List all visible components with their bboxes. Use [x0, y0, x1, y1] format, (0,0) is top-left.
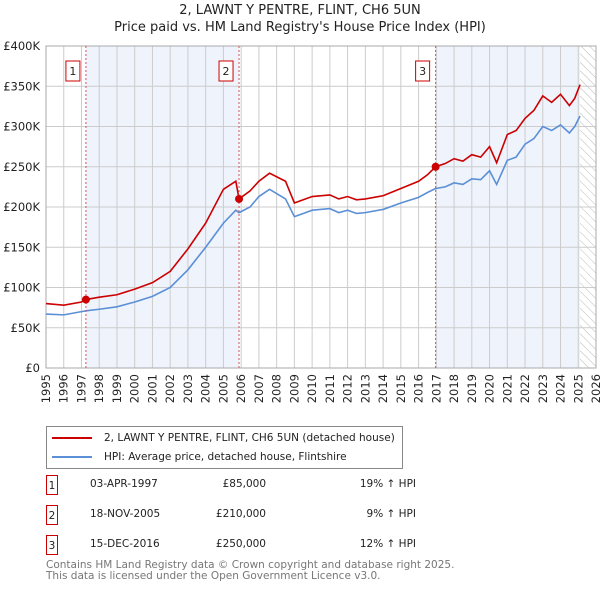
sale-label-box: [415, 60, 431, 82]
sale-date: 18-NOV-2005: [90, 508, 161, 520]
footer: Contains HM Land Registry data © Crown c…: [46, 560, 454, 582]
x-tick-label: 1995: [39, 374, 53, 403]
y-tick-label: £150K: [3, 240, 40, 254]
sale-date: 15-DEC-2016: [90, 538, 160, 550]
sale-price: £85,000: [222, 478, 266, 490]
legend-red-line: [52, 437, 92, 439]
x-tick-label: 2017: [429, 374, 443, 403]
sale-marker-box: 1: [46, 475, 58, 495]
x-tick-label: 2002: [163, 374, 177, 403]
sale-marker-box: 2: [46, 505, 58, 525]
sale-hpi-diff: 9% ↑ HPI: [366, 508, 416, 520]
legend-label-hpi: HPI: Average price, detached house, Flin…: [104, 451, 347, 463]
x-tick-label: 2018: [447, 374, 461, 403]
sale-label: 3: [419, 65, 426, 78]
plot-frame: [45, 45, 597, 369]
x-tick-label: 1998: [92, 374, 106, 403]
x-tick-label: 1996: [57, 374, 71, 403]
x-tick-label: 2001: [145, 374, 159, 403]
legend-label-property: 2, LAWNT Y PENTRE, FLINT, CH6 5UN (detac…: [104, 432, 395, 444]
x-tick-label: 2006: [234, 374, 248, 403]
x-tick-label: 2024: [554, 374, 568, 403]
x-tick-label: 2025: [571, 374, 585, 403]
x-tick-label: 2003: [181, 374, 195, 403]
x-tick-label: 2014: [376, 374, 390, 403]
sale-point: [431, 162, 440, 171]
y-tick-label: £350K: [3, 79, 40, 93]
y-tick-label: £250K: [3, 160, 40, 174]
x-tick-label: 2004: [199, 374, 213, 403]
x-tick-label: 2019: [465, 374, 479, 403]
y-tick-label: £300K: [3, 120, 40, 134]
sale-price: £210,000: [215, 508, 266, 520]
y-tick-label: £200K: [3, 200, 40, 214]
sale-label-box: [65, 60, 81, 82]
sale-point: [81, 295, 90, 304]
chart-title: 2, LAWNT Y PENTRE, FLINT, CH6 5UN: [179, 3, 421, 18]
sale-date: 03-APR-1997: [90, 478, 158, 490]
sale-label-box: [218, 60, 234, 82]
sale-label: 2: [223, 65, 230, 78]
x-tick-label: 2016: [412, 374, 426, 403]
x-tick-label: 1997: [74, 374, 88, 403]
x-tick-label: 2009: [287, 374, 301, 403]
chart: 1995 1996 1997 1998 1999 2000 2001 2002 2003 2004…: [3, 39, 600, 403]
y-tick-label: £0: [25, 361, 40, 375]
sale-row: 1 03-APR-1997 £85,000 19% ↑ HPI: [46, 475, 446, 495]
x-tick-label: 1999: [110, 374, 124, 403]
x-tick-label: 2023: [536, 374, 550, 403]
sale-marker-box: 3: [46, 535, 58, 555]
x-tick-label: 2000: [128, 374, 142, 403]
sale-hpi-diff: 19% ↑ HPI: [359, 478, 416, 490]
x-tick-label: 2012: [341, 374, 355, 403]
x-tick-label: 2021: [500, 374, 514, 403]
y-tick-label: £50K: [11, 321, 41, 335]
sale-row: 3 15-DEC-2016 £250,000 12% ↑ HPI: [46, 535, 446, 555]
x-tick-label: 2005: [216, 374, 230, 403]
footer-line1: Contains HM Land Registry data © Crown c…: [46, 559, 455, 571]
x-tick-label: 2011: [323, 374, 337, 403]
y-tick-label: £400K: [3, 39, 40, 53]
chart-subtitle: Price paid vs. HM Land Registry's House …: [114, 20, 486, 35]
x-tick-label: 2007: [252, 374, 266, 403]
y-tick-label: £100K: [3, 281, 40, 295]
x-tick-label: 2010: [305, 374, 319, 403]
x-tick-label: 2008: [270, 374, 284, 403]
x-tick-label: 2020: [483, 374, 497, 403]
hpi-line: [45, 115, 581, 316]
x-tick-label: 2026: [589, 374, 600, 403]
sale-row: 2 18-NOV-2005 £210,000 9% ↑ HPI: [46, 505, 446, 525]
x-tick-label: 2022: [518, 374, 532, 403]
footer-line2: This data is licensed under the Open Gov…: [46, 570, 381, 582]
x-tick-label: 2013: [358, 374, 372, 403]
legend-blue-line: [52, 456, 92, 458]
legend: 2, LAWNT Y PENTRE, FLINT, CH6 5UN (detac…: [46, 426, 403, 469]
price-paid-line: [45, 84, 581, 307]
sale-price: £250,000: [215, 538, 266, 550]
sale-hpi-diff: 12% ↑ HPI: [359, 538, 416, 550]
x-tick-label: 2015: [394, 374, 408, 403]
sale-label: 1: [69, 65, 76, 78]
sale-point: [235, 194, 244, 203]
